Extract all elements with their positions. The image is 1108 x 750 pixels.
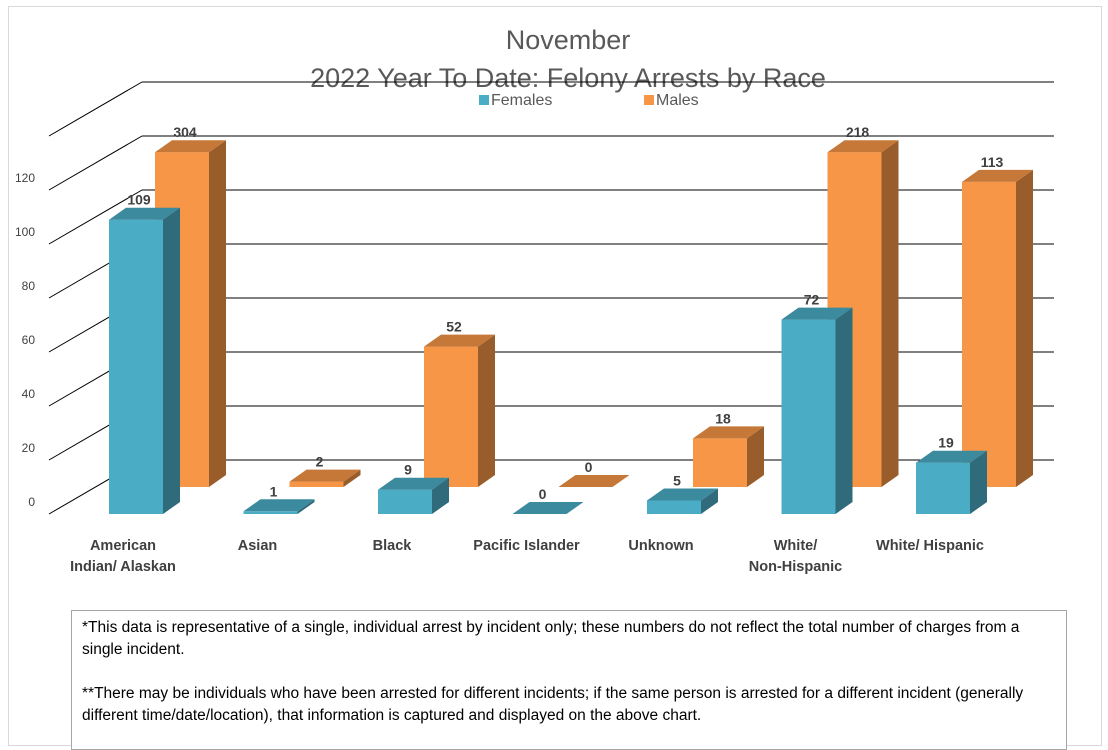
x-axis: American Indian/ Alaskan Asian Black Pacific…	[70, 538, 984, 575]
data-label-females: 0	[539, 486, 547, 502]
x-category-label: Pacific Islander	[473, 538, 580, 554]
bar-males	[558, 475, 630, 487]
side-gridline	[48, 81, 143, 137]
legend-swatch-males	[644, 95, 654, 105]
side-gridline	[48, 135, 143, 191]
bar-females	[781, 307, 853, 514]
y-tick-label: 100	[15, 225, 35, 239]
data-label-males: 52	[446, 319, 462, 335]
bar-males	[289, 469, 361, 487]
x-category-label: Unknown	[628, 538, 693, 554]
chart-subtitle: 2022 Year To Date: Felony Arrests by Rac…	[310, 63, 826, 93]
bar-males	[424, 334, 495, 487]
bars	[109, 140, 1033, 514]
bar-males	[962, 169, 1033, 487]
gridlines	[48, 81, 1054, 515]
data-label-females: 109	[127, 192, 151, 208]
chart-title: November	[506, 25, 631, 55]
legend-label-males: Males	[656, 92, 699, 109]
y-tick-label: 120	[15, 171, 35, 185]
bar-females	[243, 499, 315, 514]
legend-label-females: Females	[491, 92, 552, 109]
bar-females	[109, 207, 180, 514]
data-label-males: 18	[715, 410, 731, 426]
y-axis: 0 20 40 60 80 100 120	[15, 171, 35, 509]
legend: Females Males	[479, 92, 699, 109]
bar-females	[378, 477, 449, 514]
x-category-label: Black	[373, 538, 413, 554]
x-category-label: Asian	[238, 538, 278, 554]
data-label-males: 0	[585, 459, 593, 475]
footnote-1: *This data is representative of a single…	[82, 619, 1020, 658]
bar-females	[512, 502, 584, 514]
side-gridline	[48, 189, 143, 245]
chart-frame: November 2022 Year To Date: Felony Arres…	[8, 6, 1102, 750]
y-tick-label: 40	[22, 387, 36, 401]
bar-females	[647, 488, 718, 514]
x-category-label: White/ Hispanic	[876, 538, 984, 554]
data-label-males: 304	[173, 124, 197, 140]
footnote-2: **There may be individuals who have been…	[82, 685, 1024, 724]
y-tick-label: 20	[22, 441, 36, 455]
bar-chart: November 2022 Year To Date: Felony Arres…	[15, 25, 1054, 575]
data-label-females: 19	[938, 435, 954, 451]
legend-swatch-females	[479, 95, 489, 105]
data-label-females: 5	[673, 473, 681, 489]
data-label-males: 113	[981, 154, 1004, 170]
x-category-label: American Indian/ Alaskan	[70, 538, 176, 575]
y-tick-label: 80	[22, 279, 36, 293]
x-category-label: White/Non-Hispanic	[749, 538, 842, 575]
footnotes-box: *This data is representative of a single…	[71, 610, 1067, 750]
data-label-females: 1	[270, 483, 278, 499]
data-label-females: 72	[804, 292, 820, 308]
y-tick-label: 0	[28, 495, 35, 509]
bar-females	[916, 450, 987, 514]
y-tick-label: 60	[22, 333, 36, 347]
bar-males	[693, 426, 764, 487]
data-label-males: 2	[316, 454, 324, 470]
data-label-females: 9	[404, 462, 412, 478]
data-label-males: 218	[846, 124, 870, 140]
